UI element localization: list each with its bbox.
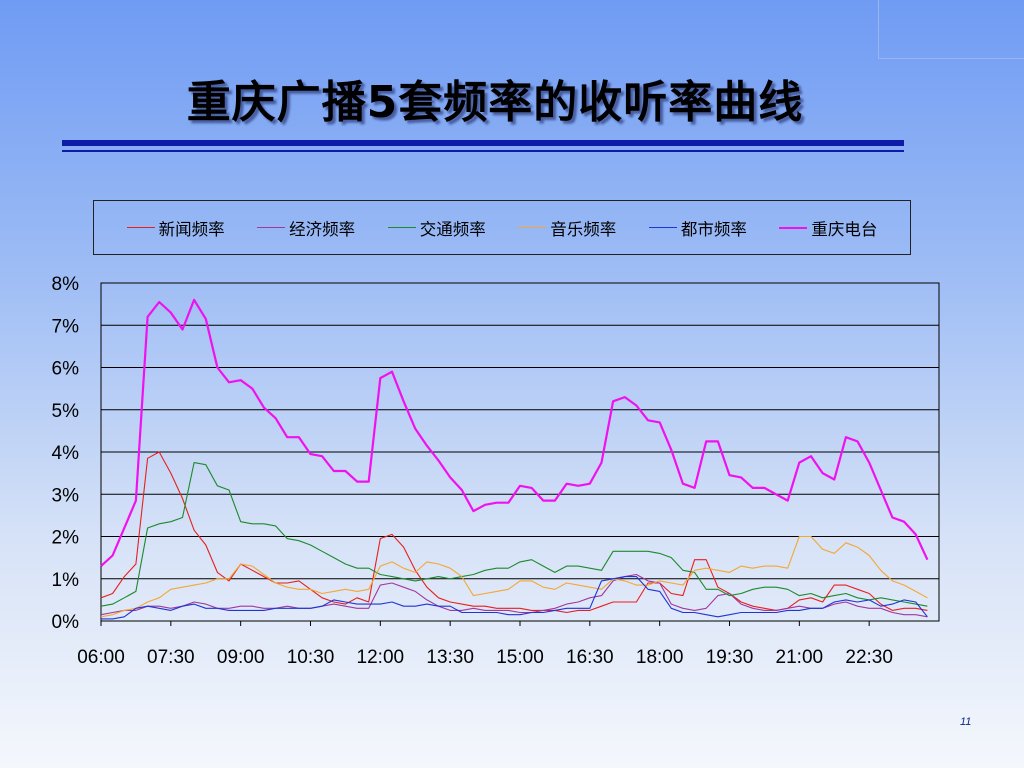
x-tick-label: 21:00 [776, 647, 824, 668]
series-line-3 [100, 535, 928, 618]
x-tick-label: 12:00 [357, 647, 405, 668]
x-tick-label: 22:30 [845, 647, 893, 668]
x-tick-label: 10:30 [287, 647, 335, 668]
title-underline-thin [62, 150, 904, 152]
corner-decoration [878, 0, 1024, 59]
y-tick-label: 1% [52, 570, 80, 591]
legend-swatch [257, 227, 286, 228]
series-line-2 [100, 462, 928, 607]
legend-label: 音乐频率 [550, 219, 617, 239]
legend-swatch [126, 227, 155, 228]
series-line-1 [100, 573, 928, 618]
y-tick-label: 6% [52, 359, 80, 380]
legend-label: 交通频率 [419, 219, 486, 239]
y-tick-label: 3% [52, 485, 80, 506]
legend-label: 重庆电台 [811, 219, 878, 239]
title-underline-thick [62, 140, 904, 146]
legend-label: 经济频率 [289, 219, 356, 239]
y-tick-label: 8% [52, 274, 80, 295]
series-line-4 [101, 576, 928, 620]
x-tick-label: 07:30 [147, 647, 195, 668]
page-title: 重庆广播5套频率的收听率曲线 [186, 77, 804, 128]
legend-swatch [648, 227, 677, 228]
legend-swatch [779, 226, 808, 229]
legend-label: 都市频率 [680, 219, 747, 239]
x-tick-label: 09:00 [217, 647, 265, 668]
x-tick-label: 18:00 [636, 647, 684, 668]
legend-swatch [518, 227, 547, 228]
y-tick-label: 7% [52, 316, 80, 337]
legend-item-2: 交通频率 [387, 216, 486, 240]
legend-item-3: 音乐频率 [518, 216, 616, 240]
y-tick-label: 2% [52, 528, 80, 549]
chart-legend: 新闻频率 经济频率 交通频率 音乐频率 都市频率 重庆电台 [93, 200, 911, 255]
page-number: 11 [960, 716, 972, 728]
x-tick-label: 15:00 [496, 647, 544, 668]
y-tick-label: 5% [52, 401, 80, 422]
legend-label: 新闻频率 [158, 219, 225, 239]
legend-item-5: 重庆电台 [779, 216, 877, 240]
series-line-0 [100, 451, 928, 614]
series-line-5 [100, 298, 929, 567]
legend-swatch [387, 227, 416, 228]
legend-item-0: 新闻频率 [126, 216, 225, 240]
x-tick-label: 06:00 [77, 647, 125, 668]
x-tick-label: 16:30 [566, 647, 614, 668]
x-tick-label: 19:30 [706, 647, 754, 668]
x-tick-label: 13:30 [426, 647, 474, 668]
y-tick-label: 4% [52, 443, 80, 464]
legend-item-4: 都市频率 [648, 216, 747, 240]
y-tick-label: 0% [52, 612, 80, 633]
legend-item-1: 经济频率 [257, 216, 355, 240]
